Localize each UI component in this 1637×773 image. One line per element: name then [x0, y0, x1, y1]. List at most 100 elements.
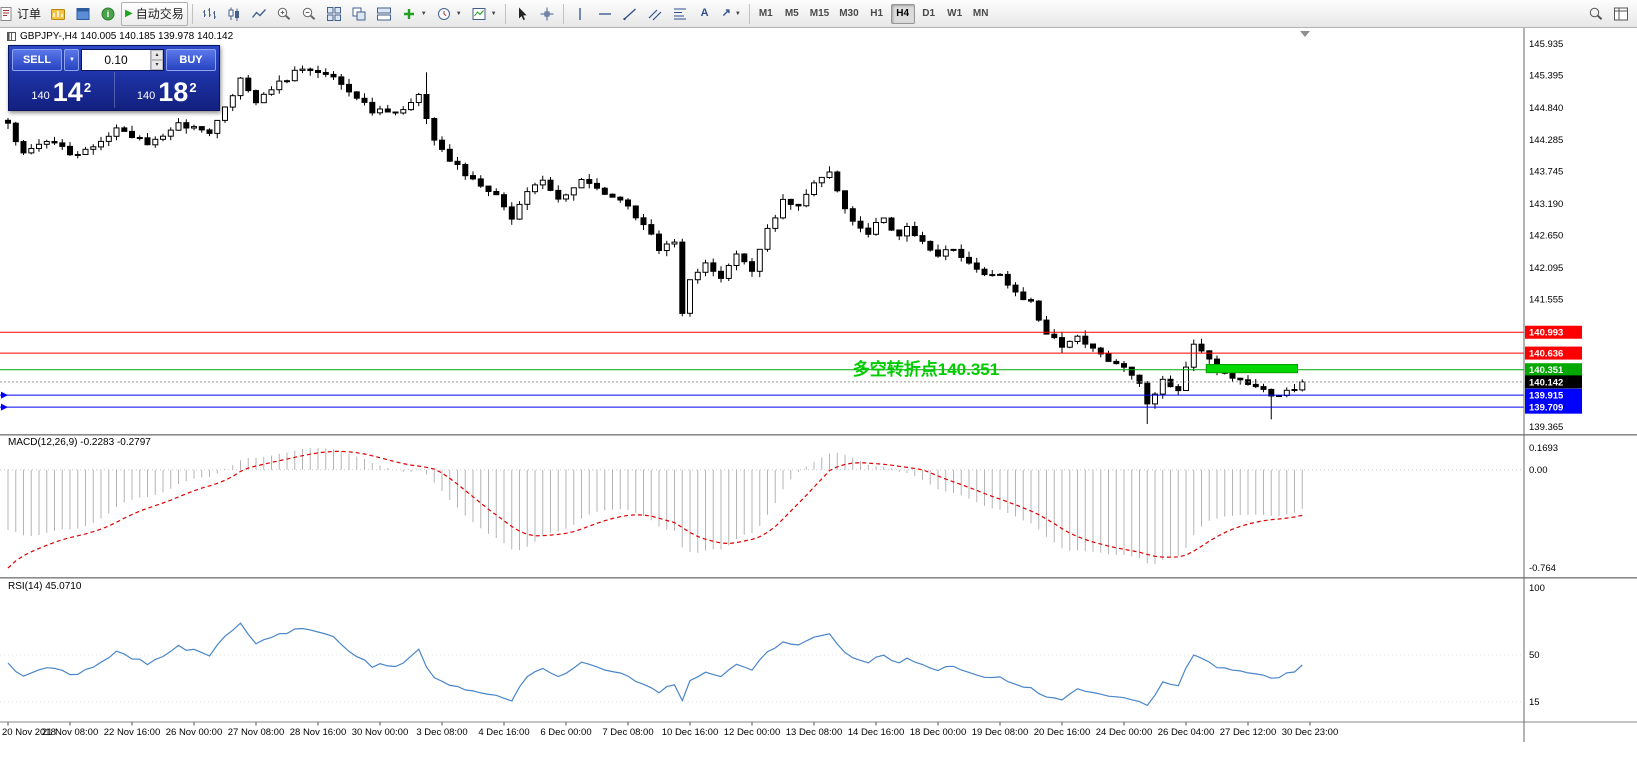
- zoom-out-button[interactable]: [297, 2, 321, 26]
- timeframe-m30-button[interactable]: M30: [835, 4, 862, 24]
- buy-button[interactable]: BUY: [166, 49, 216, 71]
- svg-text:139.709: 139.709: [1529, 403, 1563, 414]
- time-axis-label: 20 Nov 2018: [2, 727, 56, 738]
- tile-windows-button[interactable]: [322, 2, 346, 26]
- price-axis-tick: 142.650: [1529, 231, 1563, 242]
- timeframe-m5-button[interactable]: M5: [780, 4, 804, 24]
- text-tool-button[interactable]: A: [693, 2, 717, 26]
- cascade-windows-button[interactable]: [347, 2, 371, 26]
- volume-decrease-button[interactable]: ▾: [151, 60, 163, 70]
- time-axis-label: 27 Dec 12:00: [1220, 727, 1277, 738]
- bar-chart-button[interactable]: [197, 2, 221, 26]
- time-axis-label: 30 Nov 00:00: [352, 727, 409, 738]
- green-zone[interactable]: [1205, 364, 1298, 374]
- help-button[interactable]: i: [96, 2, 120, 26]
- arrows-tool-button[interactable]: ↗ ▼: [718, 2, 745, 26]
- templates-button[interactable]: ▼: [467, 2, 501, 26]
- chart-shift-marker[interactable]: [1300, 31, 1310, 37]
- pivot-annotation[interactable]: 多空转折点140.351: [853, 359, 999, 379]
- channel-tool-button[interactable]: [643, 2, 667, 26]
- candles: [5, 65, 1306, 424]
- sell-price[interactable]: 140 14 2: [9, 72, 115, 108]
- price-level-label: [1525, 400, 1582, 414]
- new-order-button[interactable]: 订单: [0, 2, 45, 26]
- chart-icon: [7, 32, 16, 41]
- indicators-button[interactable]: ▼: [397, 2, 431, 26]
- cursor-button[interactable]: [510, 2, 534, 26]
- toolbar-separator: [504, 3, 506, 24]
- time-axis-label: 18 Dec 00:00: [910, 727, 967, 738]
- price-axis-tick: 142.095: [1529, 263, 1563, 274]
- time-axis-label: 14 Dec 16:00: [848, 727, 905, 738]
- fibonacci-tool-button[interactable]: [668, 2, 692, 26]
- timeframe-toolbar: M1 M5 M15 M30 H1 H4 D1 W1 MN: [754, 3, 993, 24]
- timeframe-h4-button[interactable]: H4: [890, 3, 915, 24]
- candlestick-chart-button[interactable]: [222, 2, 246, 26]
- sell-price-pipette: 2: [83, 80, 92, 95]
- main-toolbar: 订单 i ▶ 自动交易: [0, 0, 1637, 28]
- svg-text:140.993: 140.993: [1529, 328, 1563, 339]
- price-axis-tick: 145.395: [1529, 70, 1563, 81]
- time-axis-label: 26 Dec 04:00: [1158, 727, 1215, 738]
- horizontal-line-tool-button[interactable]: [593, 2, 617, 26]
- timeframe-d1-button[interactable]: D1: [917, 4, 941, 24]
- clock-icon: [437, 7, 450, 20]
- new-order-label: 订单: [17, 7, 42, 21]
- timeframe-mn-button[interactable]: MN: [969, 4, 993, 24]
- volume-spinner: ▴ ▾: [150, 50, 163, 70]
- search-button[interactable]: [1584, 2, 1608, 26]
- panel-splitter[interactable]: [0, 434, 1637, 436]
- template-icon: [472, 7, 486, 20]
- profiles-button[interactable]: [71, 2, 95, 26]
- autotrade-button[interactable]: ▶ 自动交易: [121, 1, 188, 26]
- data-window-icon: [1614, 7, 1628, 20]
- panel-splitter[interactable]: [0, 577, 1637, 579]
- price-axis-tick: 143.190: [1529, 199, 1563, 210]
- price-axis-tick: 143.745: [1529, 167, 1563, 178]
- price-level-label: [1525, 388, 1582, 402]
- buy-price[interactable]: 140 18 2: [115, 72, 220, 108]
- caret-down-icon: ▼: [69, 57, 75, 63]
- volume-value: 0.10: [104, 53, 128, 67]
- trendline-tool-button[interactable]: [618, 2, 642, 26]
- autotrade-label: 自动交易: [135, 7, 184, 21]
- line-chart-button[interactable]: [247, 2, 271, 26]
- vertical-line-tool-button[interactable]: [568, 2, 592, 26]
- sell-button[interactable]: SELL: [12, 49, 62, 71]
- macd-signal-line: [7, 450, 1303, 569]
- caret-down-icon: ▼: [734, 10, 741, 17]
- timeframe-w1-button[interactable]: W1: [943, 4, 967, 24]
- play-icon: ▶: [125, 7, 133, 19]
- data-window-button[interactable]: [1609, 2, 1633, 26]
- price-axis-tick: 144.840: [1529, 103, 1563, 114]
- timeframe-h1-button[interactable]: H1: [865, 4, 889, 24]
- volume-input[interactable]: 0.10 ▴ ▾: [81, 49, 164, 71]
- order-options-dropdown[interactable]: ▼: [64, 49, 79, 71]
- macd-axis-min: -0.764: [1529, 563, 1556, 574]
- svg-text:140.351: 140.351: [1529, 365, 1564, 376]
- cursor-icon: [518, 7, 527, 20]
- svg-text:140.636: 140.636: [1529, 349, 1563, 360]
- crosshair-button[interactable]: [535, 2, 559, 26]
- chart-canvas[interactable]: 多空转折点140.351 145.935 145.395 144.840 144.285…: [0, 28, 1637, 773]
- time-axis-label: 28 Nov 16:00: [290, 727, 347, 738]
- line-handle[interactable]: [1, 391, 8, 399]
- periods-button[interactable]: ▼: [432, 2, 466, 26]
- new-chart-button[interactable]: [46, 2, 70, 26]
- time-axis-label: 12 Dec 00:00: [724, 727, 781, 738]
- line-handle[interactable]: [1, 403, 8, 411]
- macd-axis-max: 0.1693: [1529, 443, 1558, 454]
- timeframe-m15-button[interactable]: M15: [806, 4, 833, 24]
- buy-price-big-digits: 18: [158, 77, 189, 107]
- zoom-in-button[interactable]: [272, 2, 296, 26]
- arrange-windows-button[interactable]: [372, 2, 396, 26]
- fibonacci-icon: [673, 8, 686, 19]
- new-chart-icon: [51, 8, 66, 20]
- timeframe-m1-button[interactable]: M1: [754, 4, 778, 24]
- rsi-axis-tick: 100: [1529, 583, 1545, 594]
- zoom-in-icon: [277, 7, 291, 20]
- price-axis-tick: 145.935: [1529, 39, 1563, 50]
- caret-down-icon: ▼: [490, 10, 497, 17]
- volume-increase-button[interactable]: ▴: [151, 50, 163, 60]
